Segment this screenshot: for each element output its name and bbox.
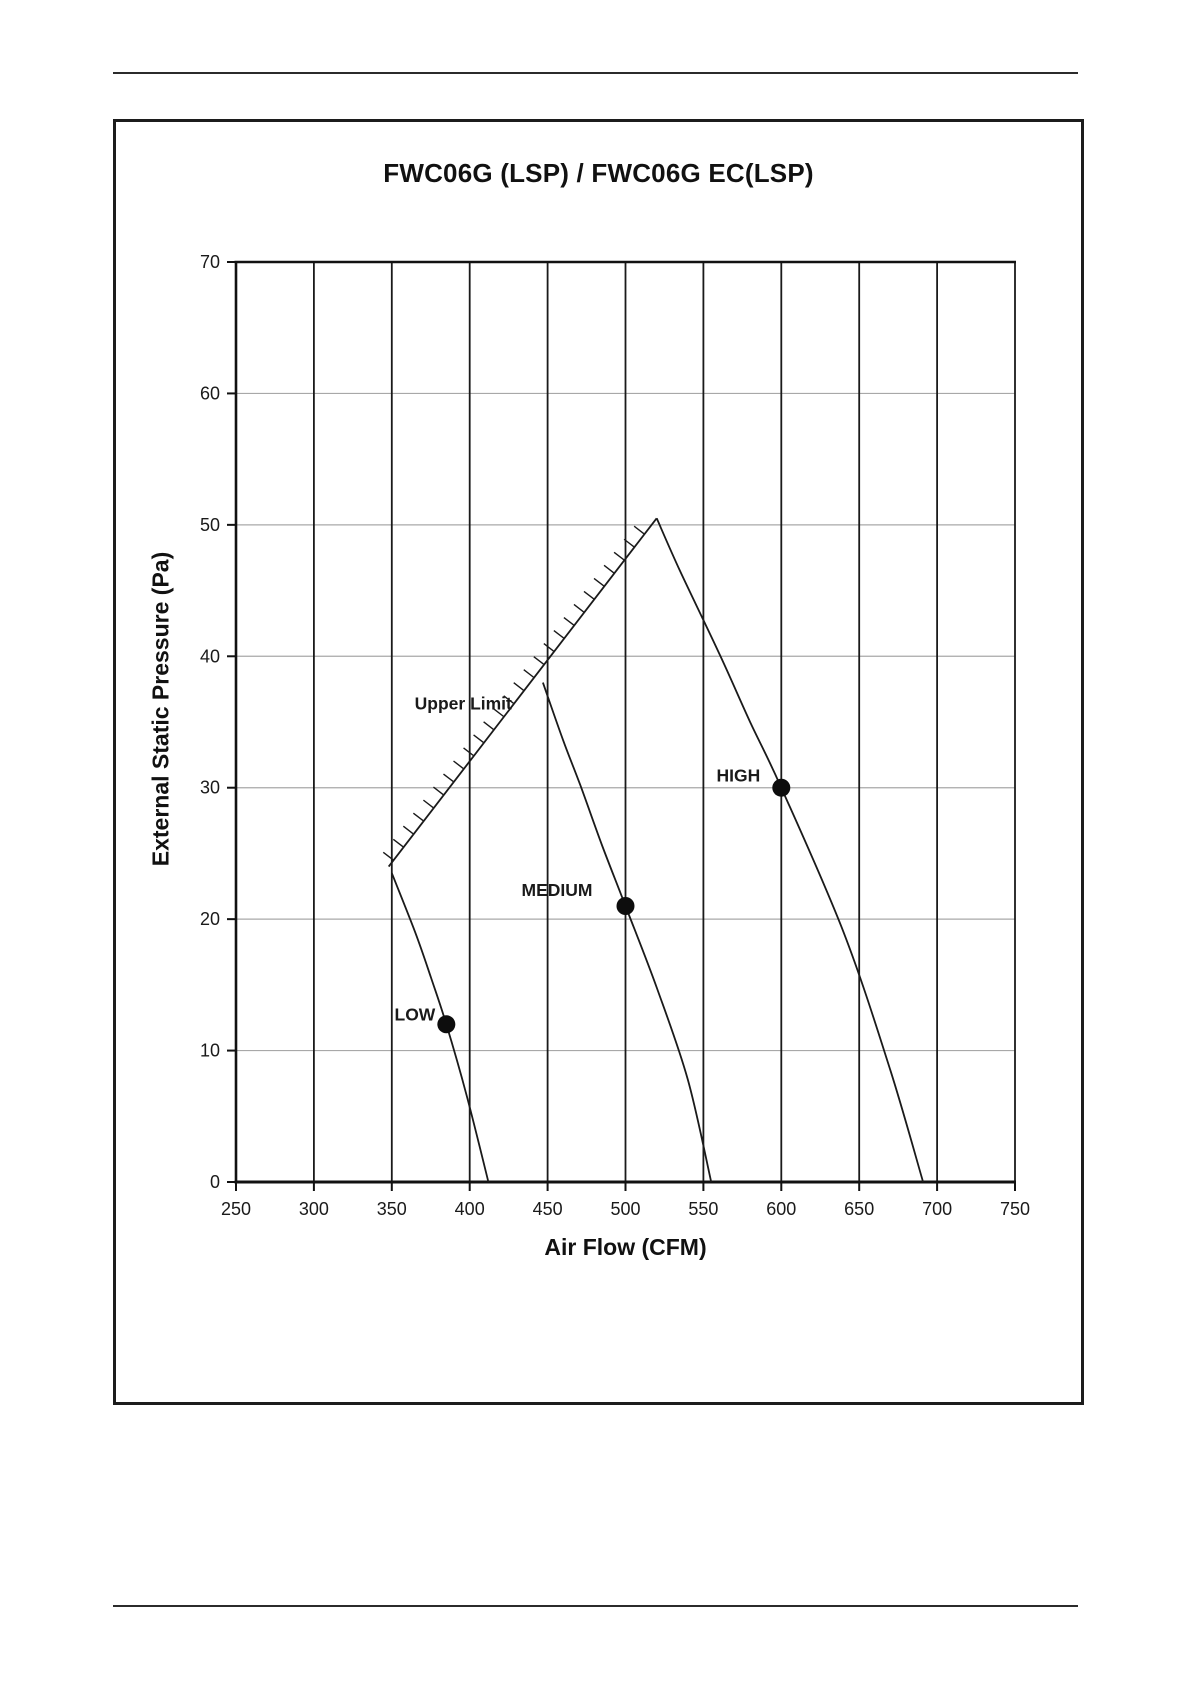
upper-limit-hatch [603,564,615,574]
label-high: HIGH [717,766,761,786]
upper-limit-hatch [553,630,565,640]
upper-limit-hatch [593,577,605,587]
x-tick-label: 700 [922,1199,952,1219]
upper-limit-hatch [402,825,415,835]
upper-limit-hatch [433,786,445,796]
upper-limit-hatch [443,773,455,783]
upper-limit-hatch [453,760,465,770]
upper-limit-hatch [583,590,595,600]
x-tick-label: 650 [844,1199,874,1219]
footer-rule [113,1605,1078,1607]
upper-limit-hatch [623,538,635,548]
curve-high [655,517,924,1183]
upper-limit-hatch [633,525,645,535]
x-tick-label: 400 [455,1199,485,1219]
upper-limit-hatch [473,734,485,744]
curve-low [390,872,490,1183]
x-tick-label: 250 [221,1199,251,1219]
x-tick-label: 450 [533,1199,563,1219]
upper-limit-hatch [483,721,495,731]
upper-limit-hatch [513,682,525,692]
upper-limit-hatch [523,669,535,679]
upper-limit-line [387,517,658,868]
y-tick-label: 30 [200,778,220,798]
upper-limit-hatch [382,851,394,861]
y-tick-label: 10 [200,1041,220,1061]
upper-limit-hatch [563,616,575,626]
upper-limit-hatch [493,708,505,718]
marker-medium [616,897,635,915]
upper-limit-hatch [412,812,425,822]
x-tick-label: 500 [610,1199,640,1219]
y-tick-label: 20 [200,909,220,929]
chart-frame: FWC06G (LSP) / FWC06G EC(LSP) External S… [113,119,1084,1405]
marker-high [772,778,791,797]
x-tick-label: 350 [377,1199,407,1219]
x-tick-label: 550 [688,1199,718,1219]
header-rule [113,72,1078,74]
curve-medium [542,682,713,1183]
y-tick-label: 70 [200,252,220,272]
upper-limit-hatch [463,747,475,757]
upper-limit-hatch [533,656,545,666]
upper-limit-hatch [422,799,435,809]
x-tick-label: 600 [766,1199,796,1219]
chart-title: FWC06G (LSP) / FWC06G EC(LSP) [383,158,814,188]
x-axis-title: Air Flow (CFM) [544,1234,707,1260]
label-medium: MEDIUM [522,880,593,900]
y-tick-label: 40 [200,646,220,666]
x-tick-label: 300 [299,1199,329,1219]
upper-limit-hatch [613,551,625,561]
x-tick-label: 750 [1000,1199,1030,1219]
marker-low [437,1015,456,1034]
upper-limit-hatch [573,603,585,613]
fan-performance-chart: 250 300 350 400 450 500 550 600 650 700 750 0 10 20 30… [200,252,1030,1219]
y-tick-label: 60 [200,383,220,403]
y-tick-label: 0 [210,1172,220,1192]
upper-limit-hatch [543,643,555,653]
upper-limit-hatch [392,838,405,848]
upper-limit-label: Upper Limit [415,694,512,714]
y-tick-label: 50 [200,515,220,535]
upper-limit-hatch [503,695,515,705]
label-low: LOW [395,1004,436,1024]
